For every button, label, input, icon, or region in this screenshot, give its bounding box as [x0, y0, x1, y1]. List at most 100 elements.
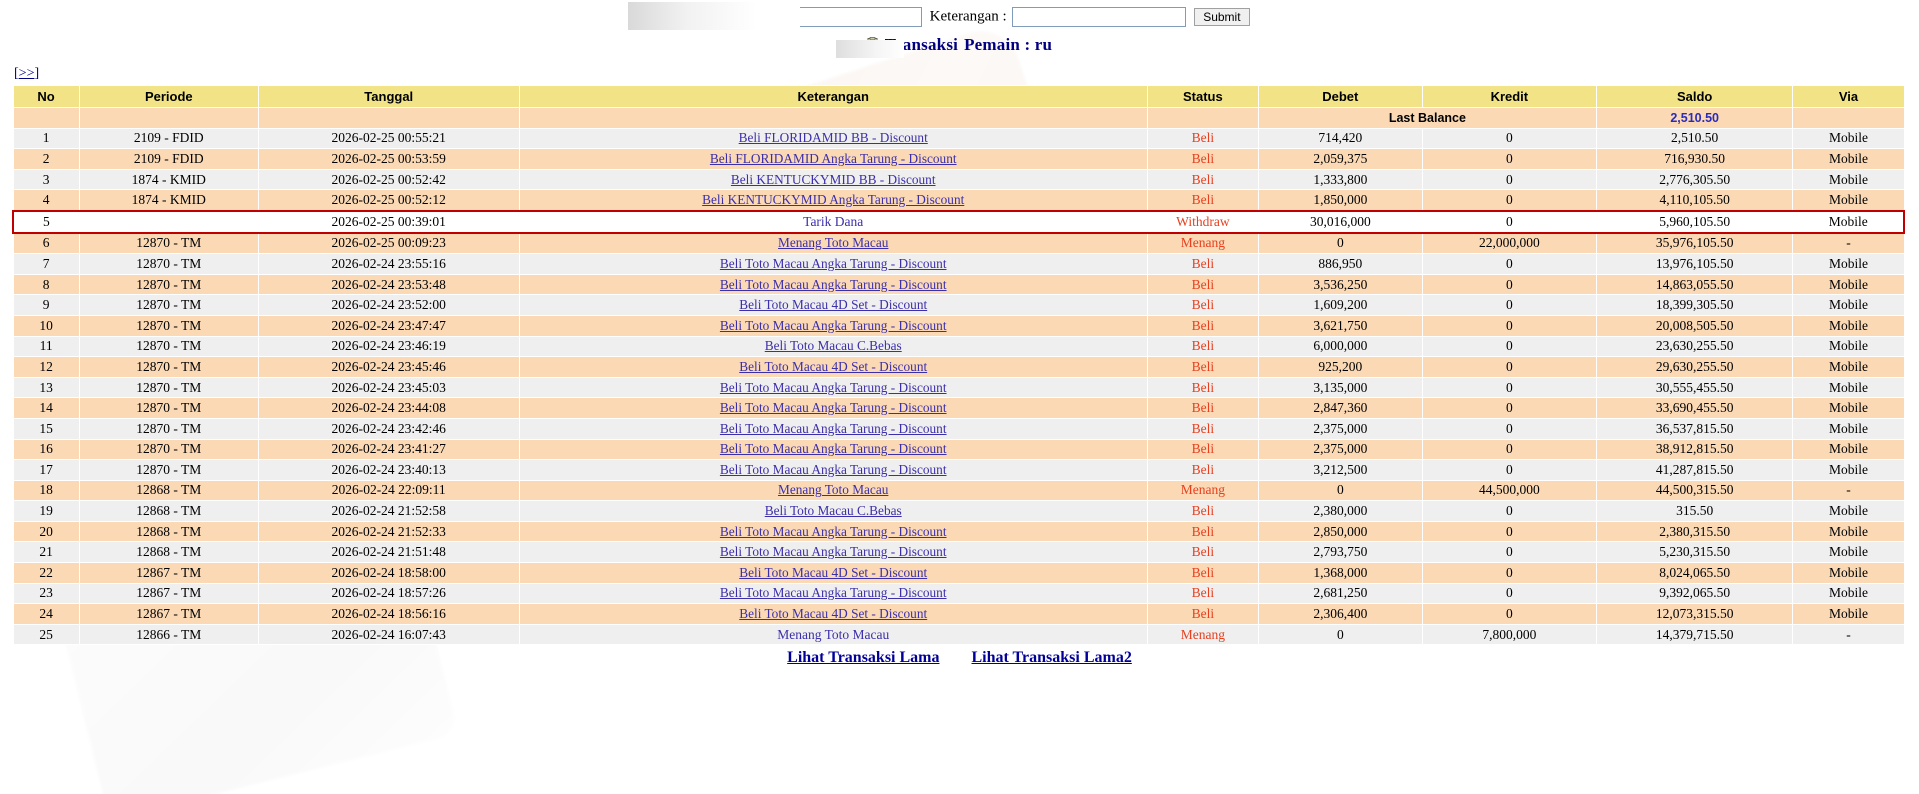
cell-periode: 12870 - TM — [78, 273, 259, 296]
cell-keterangan[interactable]: Beli KENTUCKYMID BB - Discount — [518, 168, 1148, 191]
table-row: 6 12870 - TM 2026-02-25 00:09:23 Menang Tot… — [12, 232, 1905, 255]
keterangan-link[interactable]: Beli Toto Macau C.Bebas — [764, 503, 902, 519]
footer-links: Lihat Transaksi Lama Lihat Transaksi Lam… — [0, 649, 1919, 667]
cell-keterangan[interactable]: Beli KENTUCKYMID Angka Tarung - Discount — [518, 189, 1148, 212]
cell-keterangan[interactable]: Beli FLORIDAMID Angka Tarung - Discount — [518, 148, 1148, 170]
cell-keterangan[interactable]: Beli Toto Macau 4D Set - Discount — [518, 603, 1148, 625]
cell-keterangan[interactable]: Beli Toto Macau Angka Tarung - Discount — [518, 582, 1148, 605]
keterangan-link[interactable]: Beli Toto Macau 4D Set - Discount — [739, 358, 928, 374]
cell-via: Mobile — [1792, 562, 1905, 584]
keterangan-link[interactable]: Beli FLORIDAMID BB - Discount — [738, 130, 928, 146]
cell-via: Mobile — [1792, 189, 1905, 212]
cell-keterangan[interactable]: Menang Toto Macau — [518, 479, 1148, 502]
table-row: 21 12868 - TM 2026-02-24 21:51:48 Beli Toto… — [12, 541, 1905, 564]
cell-periode: 12866 - TM — [78, 623, 259, 646]
cell-keterangan[interactable]: Beli Toto Macau C.Bebas — [518, 500, 1148, 522]
cell-debet: 3,212,500 — [1257, 459, 1423, 481]
table-row: 11 12870 - TM 2026-02-24 23:46:19 Beli Toto… — [12, 335, 1905, 358]
cell-keterangan[interactable]: Beli Toto Macau Angka Tarung - Discount — [518, 459, 1148, 481]
table-row: 12 12870 - TM 2026-02-24 23:45:46 Beli Toto… — [12, 356, 1905, 378]
cell-keterangan[interactable]: Beli Toto Macau Angka Tarung - Discount — [518, 541, 1148, 564]
keterangan-link[interactable]: Beli Toto Macau Angka Tarung - Discount — [719, 420, 947, 436]
cell-keterangan[interactable]: Beli Toto Macau Angka Tarung - Discount — [518, 417, 1148, 440]
cell-keterangan[interactable]: Menang Toto Macau — [518, 232, 1148, 255]
cell-status: Beli — [1146, 520, 1259, 543]
cell-periode: 12868 - TM — [78, 520, 259, 543]
column-header-status[interactable]: Status — [1146, 85, 1259, 108]
cell-debet: 3,536,250 — [1257, 273, 1423, 296]
cell-keterangan[interactable]: Beli Toto Macau Angka Tarung - Discount — [518, 520, 1148, 543]
keterangan-link[interactable]: Menang Toto Macau — [778, 235, 889, 251]
keterangan-link[interactable]: Beli Toto Macau Angka Tarung - Discount — [719, 400, 947, 416]
cell-keterangan[interactable]: Beli Toto Macau C.Bebas — [518, 335, 1148, 358]
cell-status: Beli — [1146, 253, 1259, 275]
keterangan-link[interactable]: Beli Toto Macau C.Bebas — [764, 338, 902, 354]
column-header-saldo[interactable]: Saldo — [1595, 85, 1794, 108]
column-header-tanggal[interactable]: Tanggal — [257, 85, 520, 108]
cell-no: 15 — [12, 417, 80, 440]
cell-keterangan[interactable]: Beli Toto Macau Angka Tarung - Discount — [518, 253, 1148, 275]
keterangan-link[interactable]: Beli Toto Macau Angka Tarung - Discount — [719, 461, 947, 477]
keterangan-link[interactable]: Beli FLORIDAMID Angka Tarung - Discount — [709, 150, 957, 166]
table-row: 22 12867 - TM 2026-02-24 18:58:00 Beli Toto… — [12, 562, 1905, 584]
cell-keterangan[interactable]: Beli Toto Macau Angka Tarung - Discount — [518, 397, 1148, 419]
player-label: Pemain : ru — [964, 35, 1053, 54]
cell-via: Mobile — [1792, 520, 1905, 543]
cell-kredit: 0 — [1421, 127, 1597, 150]
keterangan-link[interactable]: Beli KENTUCKYMID Angka Tarung - Discount — [702, 192, 965, 208]
keterangan-link[interactable]: Beli Toto Macau Angka Tarung - Discount — [719, 379, 947, 395]
username-input[interactable] — [743, 7, 922, 27]
table-row: 16 12870 - TM 2026-02-24 23:41:27 Beli Toto… — [12, 438, 1905, 461]
cell-saldo: 9,392,065.50 — [1595, 582, 1794, 605]
column-header-periode[interactable]: Periode — [78, 85, 259, 108]
cell-keterangan[interactable]: Beli FLORIDAMID BB - Discount — [518, 127, 1148, 150]
cell-no: 7 — [12, 253, 80, 275]
cell-keterangan[interactable]: Beli Toto Macau 4D Set - Discount — [518, 356, 1148, 378]
table-row: 1 2109 - FDID 2026-02-25 00:55:21 Beli FLOR… — [12, 127, 1905, 150]
keterangan-input[interactable] — [1012, 7, 1187, 27]
cell-keterangan[interactable]: Beli Toto Macau Angka Tarung - Discount — [518, 273, 1148, 296]
cell-keterangan[interactable]: Beli Toto Macau Angka Tarung - Discount — [518, 314, 1148, 337]
keterangan-link[interactable]: Beli Toto Macau Angka Tarung - Discount — [719, 276, 947, 292]
cell-no: 20 — [12, 520, 80, 543]
keterangan-link[interactable]: Menang Toto Macau — [778, 482, 889, 498]
cell-tanggal: 2026-02-24 21:51:48 — [257, 541, 520, 564]
last-balance-spacer-tanggal — [257, 107, 520, 129]
keterangan-link[interactable]: Beli Toto Macau 4D Set - Discount — [739, 564, 928, 580]
submit-button[interactable]: Submit — [1194, 8, 1250, 26]
keterangan-link[interactable]: Beli Toto Macau Angka Tarung - Discount — [719, 544, 947, 560]
keterangan-link[interactable]: Beli Toto Macau 4D Set - Discount — [739, 606, 928, 622]
cell-via: Mobile — [1792, 459, 1905, 481]
column-header-keterangan[interactable]: Keterangan — [518, 85, 1148, 108]
cell-periode: 12870 - TM — [78, 294, 259, 316]
keterangan-link[interactable]: Beli Toto Macau Angka Tarung - Discount — [719, 317, 947, 333]
view-old-transactions-link[interactable]: Lihat Transaksi Lama — [787, 649, 940, 667]
cell-keterangan[interactable]: Beli Toto Macau Angka Tarung - Discount — [518, 438, 1148, 461]
cell-saldo: 716,930.50 — [1595, 148, 1794, 170]
keterangan-link[interactable]: Beli Toto Macau 4D Set - Discount — [739, 297, 928, 313]
cell-status: Beli — [1146, 335, 1259, 358]
column-header-no[interactable]: No — [12, 85, 80, 108]
cell-saldo: 2,510.50 — [1595, 127, 1794, 150]
column-header-debet[interactable]: Debet — [1257, 85, 1423, 108]
keterangan-link[interactable]: Beli KENTUCKYMID BB - Discount — [730, 171, 936, 187]
cell-tanggal: 2026-02-24 18:58:00 — [257, 562, 520, 584]
cell-keterangan[interactable]: Beli Toto Macau 4D Set - Discount — [518, 562, 1148, 584]
cell-tanggal: 2026-02-24 23:40:13 — [257, 459, 520, 481]
cell-keterangan[interactable]: Beli Toto Macau 4D Set - Discount — [518, 294, 1148, 316]
next-page-link[interactable]: >> — [18, 66, 35, 81]
keterangan-link[interactable]: Beli Toto Macau Angka Tarung - Discount — [719, 255, 947, 271]
cell-keterangan[interactable]: Beli Toto Macau Angka Tarung - Discount — [518, 376, 1148, 399]
cell-via: Mobile — [1792, 314, 1905, 337]
view-old-transactions2-link[interactable]: Lihat Transaksi Lama2 — [971, 649, 1132, 667]
cell-tanggal: 2026-02-24 21:52:33 — [257, 520, 520, 543]
cell-saldo: 18,399,305.50 — [1595, 294, 1794, 316]
keterangan-link[interactable]: Beli Toto Macau Angka Tarung - Discount — [719, 523, 947, 539]
column-header-kredit[interactable]: Kredit — [1421, 85, 1597, 108]
cell-periode: 2109 - FDID — [78, 127, 259, 150]
table-header-row: No Periode Tanggal Keterangan Status Deb… — [12, 85, 1905, 108]
cell-no: 25 — [12, 623, 80, 646]
column-header-via[interactable]: Via — [1792, 85, 1905, 108]
keterangan-link[interactable]: Beli Toto Macau Angka Tarung - Discount — [719, 441, 947, 457]
keterangan-link[interactable]: Beli Toto Macau Angka Tarung - Discount — [719, 585, 947, 601]
